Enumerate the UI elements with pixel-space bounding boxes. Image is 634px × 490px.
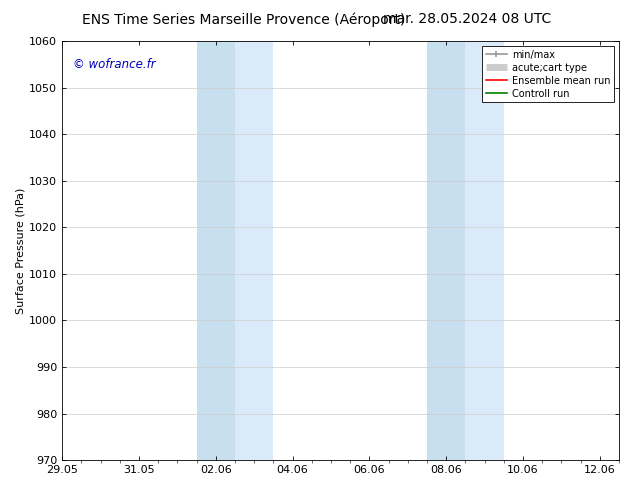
Text: ENS Time Series Marseille Provence (Aéroport): ENS Time Series Marseille Provence (Aéro…: [82, 12, 406, 27]
Bar: [235, 41, 273, 460]
Bar: [427, 41, 465, 460]
Bar: [465, 41, 504, 460]
Text: © wofrance.fr: © wofrance.fr: [74, 58, 156, 71]
Y-axis label: Surface Pressure (hPa): Surface Pressure (hPa): [15, 187, 25, 314]
Legend: min/max, acute;cart type, Ensemble mean run, Controll run: min/max, acute;cart type, Ensemble mean …: [482, 46, 614, 102]
Bar: [197, 41, 235, 460]
Text: mar. 28.05.2024 08 UTC: mar. 28.05.2024 08 UTC: [384, 12, 552, 26]
